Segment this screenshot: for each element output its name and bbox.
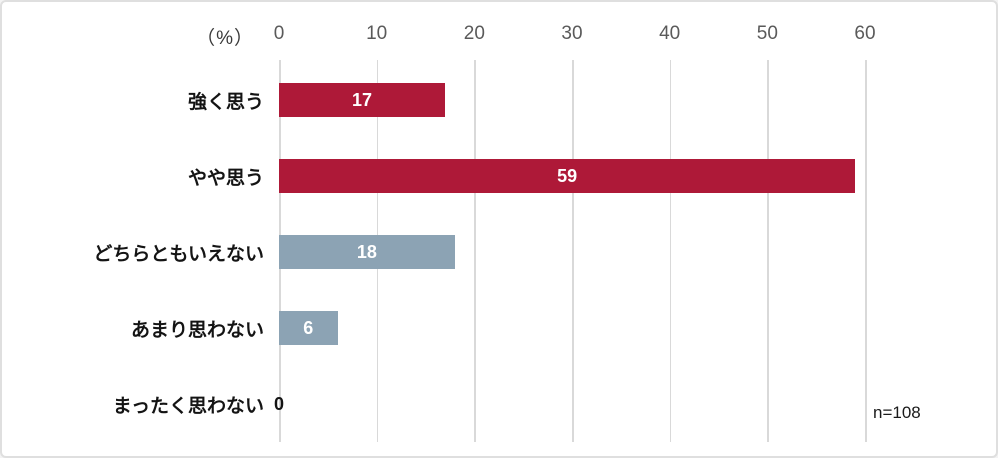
bar-row: 0 [274,366,865,442]
axis-unit-label: （%） [196,28,254,49]
x-axis-tick: 10 [366,23,388,44]
bar-value-label: 17 [352,90,373,110]
bar-row: 17 [279,62,865,138]
bar-value-label: 0 [273,394,285,414]
x-axis-tick: 40 [659,23,681,44]
bar-value-label: 59 [557,166,578,186]
bar-row: 59 [279,138,865,214]
category-labels: 強く思う やや思う どちらともいえない あまり思わない まったく思わない [2,62,264,442]
category-label: 強く思う [187,91,264,113]
bar: 6 [279,311,338,345]
gridline [474,60,476,442]
gridline [865,60,867,442]
category-label: あまり思わない [130,319,264,341]
x-axis-tick: 50 [756,23,778,44]
gridline [767,60,769,442]
category-label: まったく思わない [112,395,264,417]
x-axis-tick: 0 [273,23,285,44]
gridline [572,60,574,442]
x-axis-tick: 60 [854,23,876,44]
bar: 59 [279,159,856,193]
x-axis-tick: 30 [561,23,583,44]
x-axis-tick: 20 [463,23,485,44]
bar: 17 [279,83,446,117]
bar-value-label: 18 [356,242,377,262]
plot-area: 17 59 18 6 0 [274,62,865,442]
bar: 18 [279,235,455,269]
x-axis: 0 10 20 30 40 50 60 [274,23,876,47]
sample-size-note: n=108 [873,403,921,422]
bar-row: 6 [279,290,865,366]
gridline [669,60,672,442]
bar-value-label: 6 [303,318,314,338]
category-label: やや思う [187,167,264,189]
category-label: どちらともいえない [93,243,264,265]
bar-row: 18 [279,214,865,290]
